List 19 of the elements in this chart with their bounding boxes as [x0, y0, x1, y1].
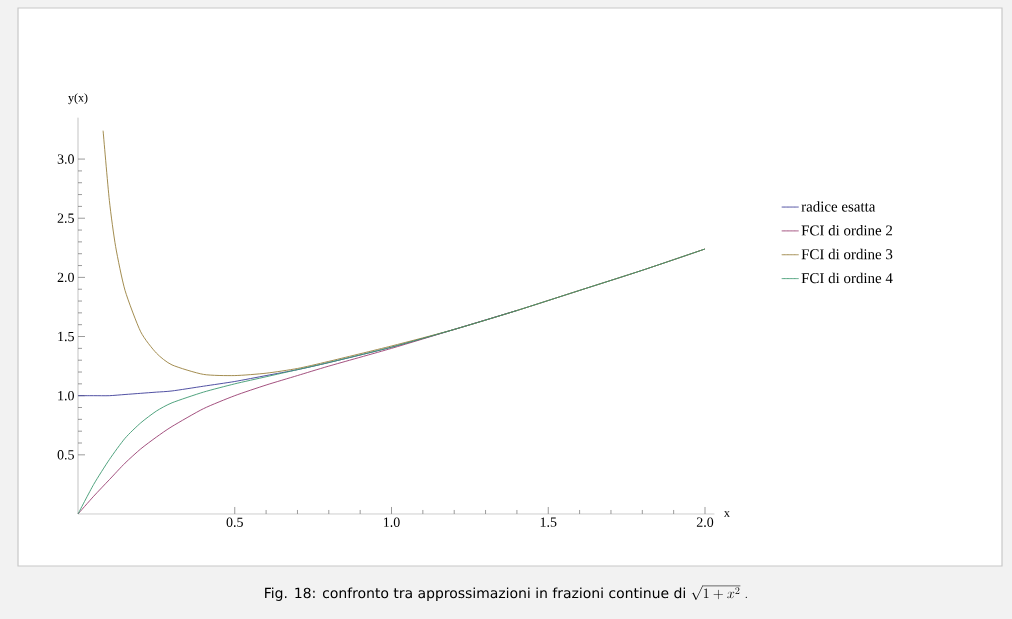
legend-label: radice esatta	[801, 201, 876, 212]
y-tick-label: 2.0	[57, 272, 74, 283]
x-tick-label: 2.0	[696, 517, 714, 527]
y-tick-label: 0.5	[57, 450, 74, 460]
y-tick-label: 2.5	[57, 213, 74, 223]
x-tick-label: 1.5	[540, 517, 557, 527]
line-series	[77, 248, 706, 515]
y-tick-label: 3.0	[57, 154, 74, 164]
y-tick-label: 1.5	[58, 331, 74, 342]
legend-label: FCI di ordine 4	[801, 272, 893, 284]
legend-label: FCI di ordine 2	[801, 224, 893, 236]
x-axis-title: x	[724, 511, 730, 517]
x-tick-label: 1.0	[384, 517, 400, 527]
legend-label: FCI di ordine 3	[801, 248, 893, 260]
y-tick-label: 1.0	[58, 390, 74, 401]
x-tick-label: 0.5	[226, 517, 243, 527]
text: $\sqrt{1+x^2}\;.$	[691, 585, 748, 600]
y-axis-title: y(x)	[68, 93, 88, 105]
caption: Fig. 18: confronto tra approssimazioni in frazioni continue di	[265, 587, 685, 601]
